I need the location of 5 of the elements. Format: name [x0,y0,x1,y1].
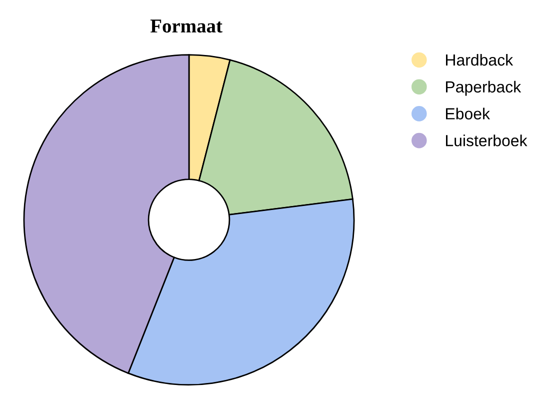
chart-title: Formaat [150,20,222,33]
legend-label: Paperback [446,80,522,96]
legend-label: Hardback [446,54,514,66]
legend-label: Luisterboek [446,134,528,146]
legend-label: Eboek [446,108,490,120]
